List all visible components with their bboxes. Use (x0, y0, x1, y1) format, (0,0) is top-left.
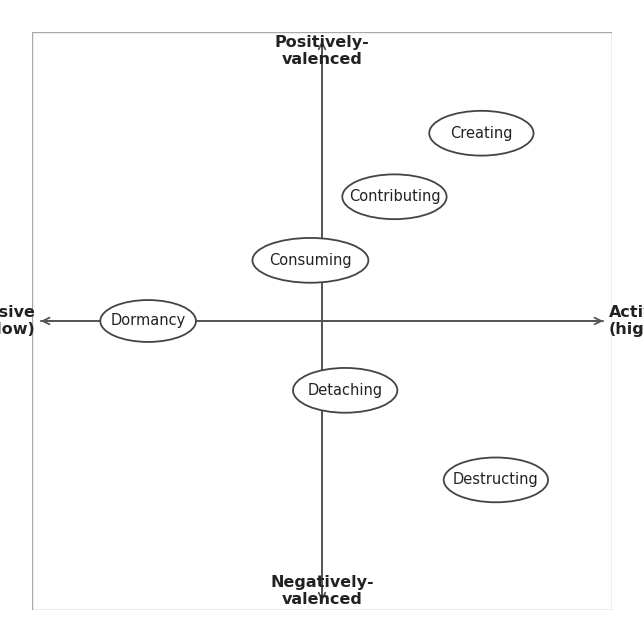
Text: Dormancy: Dormancy (111, 313, 185, 329)
Ellipse shape (252, 238, 368, 282)
Ellipse shape (100, 300, 196, 342)
Text: Detaching: Detaching (308, 383, 383, 398)
Text: Consuming: Consuming (269, 253, 352, 268)
Ellipse shape (444, 458, 548, 502)
Ellipse shape (293, 368, 397, 413)
Text: Active
(high): Active (high) (609, 305, 644, 337)
Ellipse shape (342, 175, 446, 219)
Text: Destructing: Destructing (453, 473, 539, 487)
Ellipse shape (429, 111, 533, 155)
Text: Contributing: Contributing (348, 189, 440, 204)
Text: Creating: Creating (450, 126, 513, 141)
Text: Positively-
valenced: Positively- valenced (274, 35, 370, 67)
Text: Negatively-
valenced: Negatively- valenced (270, 575, 374, 607)
Text: Passive
(low): Passive (low) (0, 305, 35, 337)
